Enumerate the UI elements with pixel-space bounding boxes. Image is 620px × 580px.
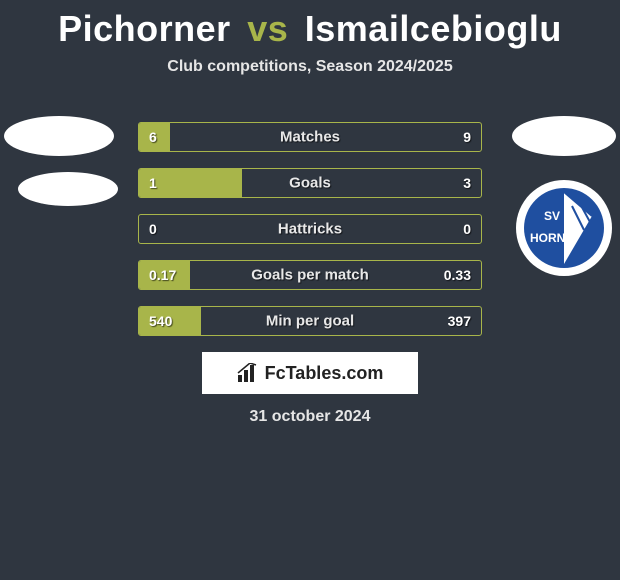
player1-name: Pichorner [58, 8, 231, 49]
player2-club-badge: SV HORN [516, 180, 612, 276]
stat-row: 0.17 Goals per match 0.33 [138, 260, 482, 290]
stat-row: 0 Hattricks 0 [138, 214, 482, 244]
player2-avatar-placeholder [512, 116, 616, 156]
stat-value-left: 6 [149, 129, 157, 145]
player2-name: Ismailcebioglu [305, 8, 562, 49]
footer-logo-text: FcTables.com [265, 363, 384, 384]
stat-label: Matches [280, 129, 340, 146]
stat-value-right: 0.33 [444, 267, 471, 283]
stat-value-right: 3 [463, 175, 471, 191]
stat-label: Goals per match [251, 267, 369, 284]
footer-logo: FcTables.com [202, 352, 418, 394]
stat-value-right: 0 [463, 221, 471, 237]
stat-value-left: 1 [149, 175, 157, 191]
stat-value-left: 0.17 [149, 267, 176, 283]
stat-row: 6 Matches 9 [138, 122, 482, 152]
comparison-title: Pichorner vs Ismailcebioglu [0, 0, 620, 50]
bar-chart-icon [237, 363, 259, 383]
stat-label: Goals [289, 175, 331, 192]
player1-avatar-placeholder [4, 116, 114, 156]
stat-value-right: 397 [448, 313, 471, 329]
subtitle: Club competitions, Season 2024/2025 [0, 58, 620, 76]
stat-value-right: 9 [463, 129, 471, 145]
stat-value-left: 0 [149, 221, 157, 237]
stat-label: Hattricks [278, 221, 342, 238]
footer-date: 31 october 2024 [250, 408, 371, 426]
badge-text-top: SV [544, 209, 560, 223]
stat-bars-container: 6 Matches 9 1 Goals 3 0 Hattricks 0 0.17 Goals per… [138, 122, 482, 352]
player1-club-placeholder [18, 172, 118, 206]
badge-text-bottom: HORN [530, 231, 565, 245]
stat-label: Min per goal [266, 313, 354, 330]
stat-value-left: 540 [149, 313, 172, 329]
club-badge-icon: SV HORN [522, 186, 606, 270]
stat-row: 540 Min per goal 397 [138, 306, 482, 336]
stat-row: 1 Goals 3 [138, 168, 482, 198]
vs-separator: vs [247, 8, 288, 49]
